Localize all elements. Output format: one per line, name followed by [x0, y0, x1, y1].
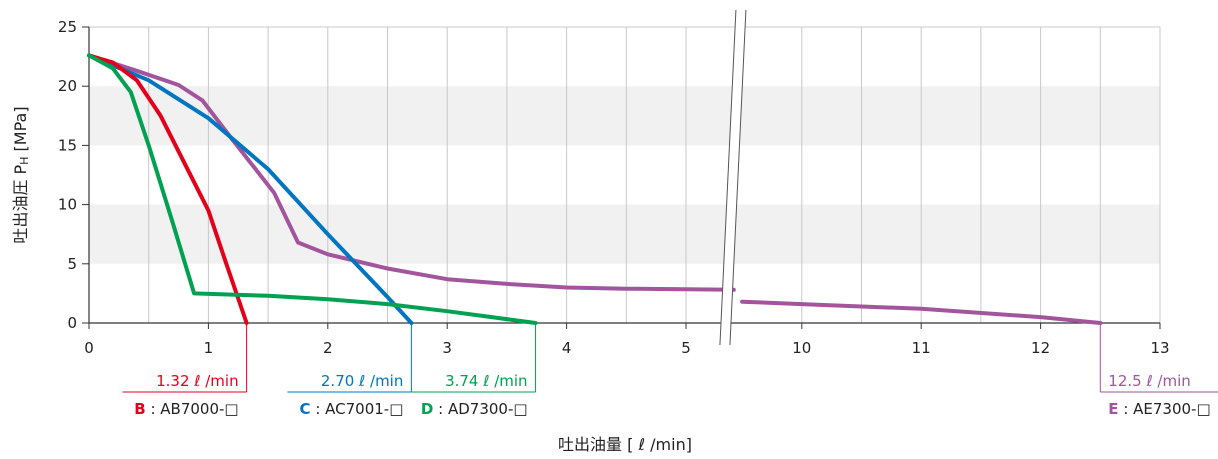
model-label-E: E : AE7300-□ [1108, 400, 1210, 418]
series-letter-B: B [134, 400, 145, 418]
series-letter-E: E [1108, 400, 1118, 418]
x-tick-label: 2 [323, 339, 333, 357]
flow-label-C: 2.70 ℓ /min [321, 372, 403, 390]
y-axis-label-subscript: H [18, 157, 31, 165]
break-line-right [729, 9, 747, 346]
y-tick-label: 0 [67, 314, 77, 332]
grid-lines [89, 26, 1161, 323]
y-tick-label: 5 [67, 255, 77, 273]
series-model-E: : AE7300-□ [1119, 400, 1211, 418]
y-tick-label: 15 [58, 136, 77, 154]
series-model-B: : AB7000-□ [146, 400, 239, 418]
x-tick-label: 5 [681, 339, 691, 357]
series-letter-D: D [421, 400, 433, 418]
series-line-C [87, 53, 414, 325]
model-label-C: C : AC7001-□ [300, 400, 404, 418]
series-model-C: : AC7001-□ [311, 400, 404, 418]
series-line-E-right [740, 299, 1103, 325]
x-tick-label: 1 [204, 339, 214, 357]
series-letter-C: C [300, 400, 311, 418]
series-model-D: : AD7300-□ [433, 400, 527, 418]
series-annotations: 1.32 ℓ /min B : AB7000-□ 2.70 ℓ /min C : AC… [122, 323, 1218, 418]
band-15 [89, 86, 1160, 146]
x-tick-label: 10 [792, 339, 811, 357]
break-line-left [719, 9, 737, 346]
break-gap [719, 10, 746, 345]
axes [82, 26, 1161, 329]
y-axis-label-main: 吐出油圧 P [11, 164, 30, 243]
series-line-B [87, 53, 249, 325]
x-tick-label: 12 [1031, 339, 1050, 357]
x-tick-label: 3 [442, 339, 452, 357]
y-tick-label: 25 [58, 18, 77, 36]
x-tick-label: 11 [912, 339, 931, 357]
flow-label-D: 3.74 ℓ /min [445, 372, 527, 390]
y-tick-label: 10 [58, 196, 77, 214]
model-label-D: D : AD7300-□ [421, 400, 528, 418]
series-line-E [87, 53, 736, 292]
x-axis-label: 吐出油量 [ ℓ /min] [558, 435, 692, 454]
x-tick-label: 13 [1150, 339, 1169, 357]
series-line-D [87, 53, 538, 325]
model-label-B: B : AB7000-□ [134, 400, 238, 418]
series-lines [87, 53, 1103, 325]
band-5 [89, 204, 1160, 264]
x-tick-label: 0 [84, 339, 94, 357]
flow-label-B: 1.32 ℓ /min [156, 372, 238, 390]
y-axis-label: 吐出油圧 PH [MPa] [11, 106, 31, 243]
y-tick-label: 20 [58, 77, 77, 95]
y-axis-label-unit: [MPa] [11, 106, 30, 156]
background-bands [89, 86, 1160, 264]
flow-label-E: 12.5 ℓ /min [1108, 372, 1190, 390]
axis-break-mark [719, 9, 747, 346]
x-tick-label: 4 [562, 339, 572, 357]
